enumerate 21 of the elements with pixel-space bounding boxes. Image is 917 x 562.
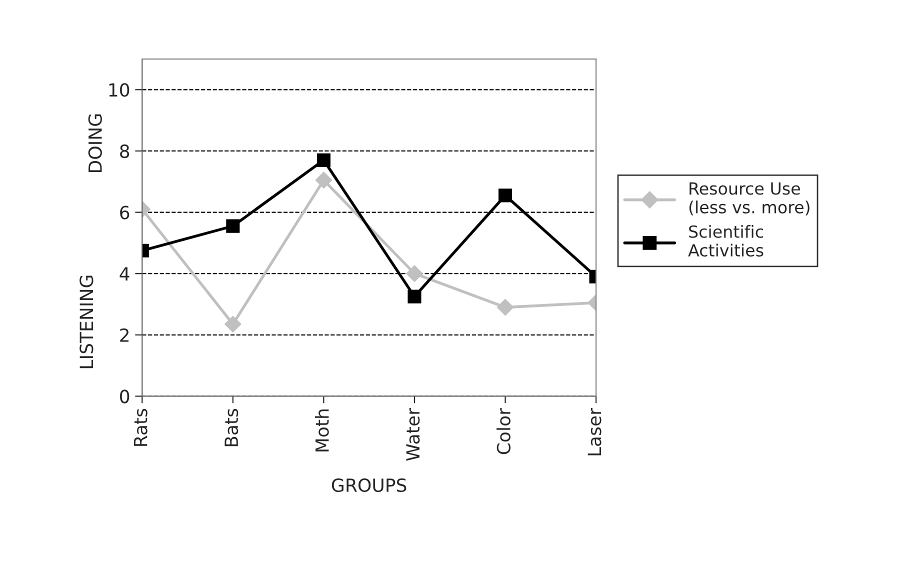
point xyxy=(408,290,422,304)
x-tick-label: Color xyxy=(496,408,511,454)
y-tick-label: 8 xyxy=(120,144,130,158)
legend-label: Resource Use (less vs. more) xyxy=(689,182,810,216)
point xyxy=(406,265,423,282)
x-tick-label: Rats xyxy=(134,408,148,446)
y-tick-label: 6 xyxy=(120,206,130,220)
y-tick-label: 2 xyxy=(120,328,129,342)
y-tick-label: 10 xyxy=(109,83,130,97)
x-tick-label: Bats xyxy=(224,408,238,446)
legend-label: Scientific Activities xyxy=(688,225,764,257)
point xyxy=(316,153,330,167)
x-tick-label: Laser xyxy=(588,408,602,456)
y-tick-label: 0 xyxy=(120,390,130,404)
y-tick-label: 4 xyxy=(120,267,130,280)
x-tick-label: Moth xyxy=(314,410,329,452)
text: DOING xyxy=(88,114,102,172)
point xyxy=(315,172,332,188)
x-axis-title: GROUPS xyxy=(332,478,406,492)
x-tick-label: Water xyxy=(406,408,420,461)
y-axis-title: LISTENING xyxy=(80,276,94,368)
